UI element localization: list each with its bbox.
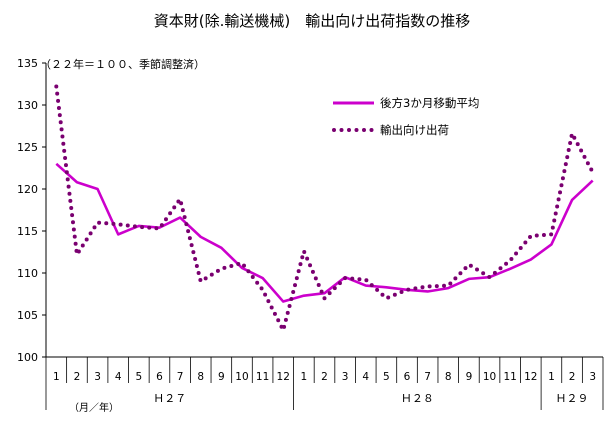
- x-tick-label: 1: [53, 371, 60, 383]
- unit-note: （月／年）: [69, 401, 119, 414]
- x-tick-label: 6: [404, 371, 411, 383]
- x-tick-label: 4: [115, 371, 122, 383]
- year-group-label: Ｈ２８: [401, 392, 434, 405]
- y-tick-label: 105: [17, 309, 38, 322]
- chart-subtitle: （２２年＝１００、季節調整済）: [40, 57, 205, 71]
- x-tick-label: 7: [424, 371, 431, 383]
- x-tick-label: 12: [277, 371, 290, 383]
- x-tick-label: 2: [74, 371, 81, 383]
- chart-title: 資本財(除.輸送機械) 輸出向け出荷指数の推移: [154, 12, 470, 30]
- x-tick-label: 7: [177, 371, 184, 383]
- x-tick-label: 2: [569, 371, 576, 383]
- x-tick-label: 1: [548, 371, 555, 383]
- legend-label-export-shipments: 輸出向け出荷: [380, 123, 449, 137]
- x-tick-label: 12: [524, 371, 537, 383]
- year-group-label: Ｈ２９: [556, 392, 589, 405]
- legend-label-moving-average: 後方3か月移動平均: [380, 96, 479, 110]
- x-tick-label: 2: [321, 371, 328, 383]
- x-tick-label: 5: [135, 371, 142, 383]
- plot-area: [54, 84, 595, 333]
- y-tick-label: 135: [17, 57, 38, 70]
- x-tick-label: 6: [156, 371, 163, 383]
- y-tick-label: 130: [17, 99, 38, 112]
- y-tick-label: 120: [17, 183, 38, 196]
- series-line-moving-average: [55, 162, 594, 303]
- y-tick-label: 115: [17, 225, 38, 238]
- x-tick-label: 9: [466, 371, 473, 383]
- year-group-label: Ｈ２７: [153, 392, 186, 405]
- legend: 後方3か月移動平均 輸出向け出荷: [332, 96, 479, 137]
- x-tick-label: 9: [218, 371, 225, 383]
- y-tick-label: 110: [17, 267, 38, 280]
- x-tick-label: 10: [235, 371, 248, 383]
- x-tick-label: 1: [301, 371, 308, 383]
- x-tick-label: 5: [383, 371, 390, 383]
- y-tick-label: 100: [17, 351, 38, 364]
- x-tick-label: 3: [342, 371, 349, 383]
- x-tick-label: 8: [197, 371, 204, 383]
- x-tick-label: 11: [503, 371, 516, 383]
- series-line-export-shipments: [54, 84, 595, 333]
- x-tick-label: 10: [483, 371, 496, 383]
- x-tick-label: 3: [94, 371, 101, 383]
- x-tick-label: 3: [589, 371, 596, 383]
- x-tick-label: 11: [256, 371, 269, 383]
- x-tick-label: 8: [445, 371, 452, 383]
- y-tick-label: 125: [17, 141, 38, 154]
- x-tick-label: 4: [362, 371, 369, 383]
